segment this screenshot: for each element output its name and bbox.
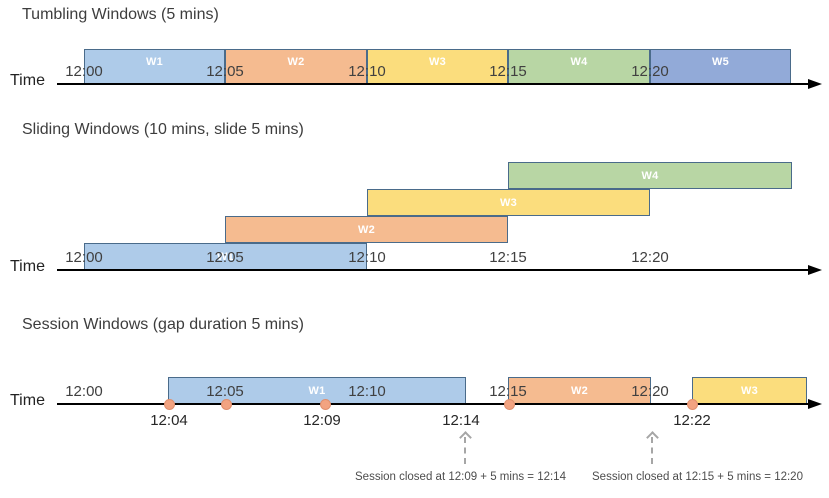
window-w2-box: W2 bbox=[508, 377, 651, 404]
session-close-arrow bbox=[651, 437, 653, 464]
event-time-label: 12:04 bbox=[150, 412, 188, 429]
tick-label: 12:10 bbox=[348, 249, 386, 266]
diagram-title: Session Windows (gap duration 5 mins) bbox=[22, 316, 304, 333]
window-label: W2 bbox=[287, 55, 305, 68]
tick-label: 12:00 bbox=[65, 249, 103, 266]
event-dot bbox=[503, 398, 515, 410]
window-w3-box: W3 bbox=[367, 49, 508, 84]
time-axis-arrowhead bbox=[808, 78, 822, 89]
window-label: W5 bbox=[711, 55, 730, 68]
tick-label: 12:15 bbox=[489, 249, 527, 266]
session-close-arrow bbox=[464, 437, 466, 464]
window-w2-box: W2 bbox=[225, 49, 367, 84]
diagram-title: Tumbling Windows (5 mins) bbox=[22, 6, 219, 23]
window-label: W3 bbox=[428, 55, 447, 68]
window-label: W1 bbox=[216, 250, 235, 263]
window-label: W2 bbox=[357, 223, 376, 236]
tick-label: 12:15 bbox=[489, 63, 527, 80]
tick-label: 12:00 bbox=[65, 383, 103, 400]
window-w1-box: W1 bbox=[168, 377, 466, 404]
tick-label: 12:20 bbox=[631, 383, 669, 400]
time-axis-label: Time bbox=[10, 72, 45, 89]
window-w1-box: W1 bbox=[84, 243, 367, 270]
tick-label: 12:20 bbox=[631, 63, 669, 80]
window-w3-box: W3 bbox=[692, 377, 807, 404]
event-time-label: 12:22 bbox=[673, 412, 711, 429]
session-close-annotation: Session closed at 12:15 + 5 mins = 12:20 bbox=[592, 471, 803, 483]
arrow-up-icon bbox=[645, 431, 659, 444]
window-w4-box: W4 bbox=[508, 162, 792, 189]
session-close-annotation: Session closed at 12:09 + 5 mins = 12:14 bbox=[355, 471, 566, 483]
window-label: W1 bbox=[308, 384, 326, 397]
window-label: W3 bbox=[499, 196, 518, 209]
tick-label: 12:20 bbox=[631, 249, 669, 266]
window-label: W1 bbox=[145, 55, 164, 68]
window-w4-box: W4 bbox=[508, 49, 650, 84]
time-axis-line bbox=[57, 402, 808, 406]
tick-label: 12:05 bbox=[206, 63, 244, 80]
tick-label: 12:15 bbox=[489, 383, 527, 400]
arrow-up-icon bbox=[458, 431, 472, 444]
time-axis-label: Time bbox=[10, 258, 45, 275]
window-w1-box: W1 bbox=[84, 49, 225, 84]
event-dot bbox=[220, 398, 232, 410]
event-dot bbox=[319, 398, 331, 410]
time-axis-arrowhead bbox=[808, 398, 822, 409]
window-label: W3 bbox=[740, 384, 759, 397]
time-axis-label: Time bbox=[10, 392, 45, 409]
tick-label: 12:00 bbox=[65, 63, 103, 80]
time-axis-line bbox=[57, 82, 808, 86]
event-dot bbox=[686, 398, 698, 410]
window-label: W2 bbox=[570, 384, 589, 397]
window-w2-box: W2 bbox=[225, 216, 508, 243]
window-label: W4 bbox=[570, 55, 588, 68]
event-dot bbox=[163, 398, 175, 410]
time-axis-arrowhead bbox=[808, 264, 822, 275]
tick-label: 12:05 bbox=[206, 249, 244, 266]
tick-label: 12:10 bbox=[348, 383, 386, 400]
event-time-label: 12:09 bbox=[303, 412, 341, 429]
time-axis-line bbox=[57, 268, 808, 272]
window-w3-box: W3 bbox=[367, 189, 650, 216]
diagram-title: Sliding Windows (10 mins, slide 5 mins) bbox=[22, 121, 304, 138]
window-w5-box: W5 bbox=[650, 49, 791, 84]
tick-label: 12:05 bbox=[206, 383, 244, 400]
tick-label: 12:10 bbox=[348, 63, 386, 80]
event-time-label: 12:14 bbox=[442, 412, 480, 429]
window-label: W4 bbox=[641, 169, 659, 182]
